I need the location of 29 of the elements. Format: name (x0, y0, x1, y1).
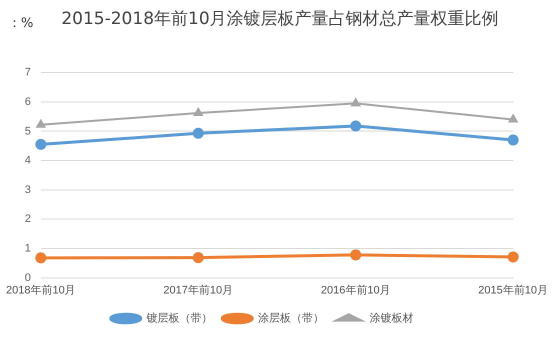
point (194, 108, 203, 116)
x-tick-label: 2016年前10月 (320, 284, 391, 296)
point (508, 251, 519, 262)
point (350, 249, 362, 260)
point (36, 120, 46, 128)
y-tick-label: 6 (24, 96, 31, 108)
point (508, 114, 518, 123)
chart-title: 2015-2018年前10月涂镀层板产量占钢材总产量权重比例 (60, 8, 500, 30)
x-tick-label: 2017年前10月 (163, 284, 234, 296)
legend-label: 涂层板（带） (258, 312, 324, 325)
point (192, 128, 204, 139)
point (508, 134, 519, 146)
y-tick-label: 4 (24, 154, 31, 167)
legend-label: 镀层板（带） (145, 312, 212, 325)
x-tick-label: 2018年前10月 (6, 284, 76, 296)
point (35, 252, 46, 264)
y-tick-label: 5 (24, 125, 31, 138)
point (192, 252, 204, 264)
point (350, 120, 362, 132)
point (351, 98, 360, 106)
y-tick-label: 0 (24, 272, 31, 284)
y-axis-title: ：% (8, 15, 34, 32)
legend-label: 涂镀板材 (369, 312, 414, 325)
y-tick-label: 1 (24, 242, 31, 255)
y-tick-label: 3 (24, 184, 31, 196)
x-tick-label: 2015年前10月 (478, 284, 548, 296)
y-tick-label: 7 (24, 66, 31, 79)
point (35, 138, 46, 150)
y-tick-label: 2 (24, 213, 31, 226)
